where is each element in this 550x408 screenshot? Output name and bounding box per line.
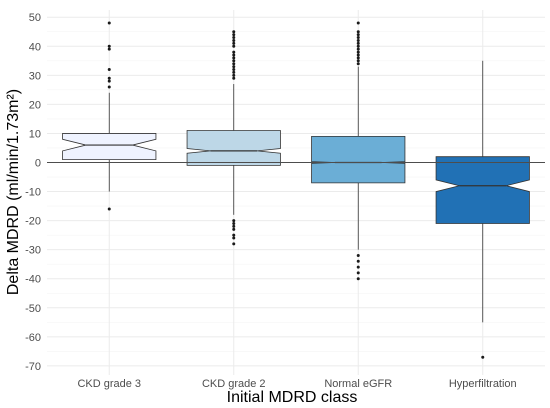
outlier-point: [356, 41, 360, 45]
box-group: [435, 60, 530, 359]
y-tick-label: -60: [25, 332, 41, 344]
x-tick-label: Normal eGFR: [324, 378, 392, 390]
outlier-point: [232, 62, 236, 66]
outlier-point: [356, 53, 360, 57]
outlier-point: [232, 224, 236, 228]
y-tick-label: 10: [29, 128, 41, 140]
y-tick-label: 40: [29, 41, 41, 53]
outlier-point: [232, 50, 236, 54]
y-tick-label: -20: [25, 216, 41, 228]
outlier-point: [232, 44, 236, 48]
y-tick-label: -50: [25, 303, 41, 315]
outlier-point: [232, 236, 236, 240]
outlier-point: [232, 59, 236, 63]
x-tick-label: CKD grade 3: [77, 378, 141, 390]
outlier-point: [232, 227, 236, 231]
outlier-point: [232, 70, 236, 74]
box-body: [62, 133, 157, 160]
outlier-point: [232, 68, 236, 72]
outlier-point: [232, 222, 236, 226]
outlier-point: [232, 33, 236, 37]
outlier-point: [232, 38, 236, 42]
outlier-point: [107, 76, 111, 80]
outlier-point: [356, 30, 360, 34]
outlier-point: [356, 271, 360, 275]
outlier-point: [356, 56, 360, 60]
x-tick-label: CKD grade 2: [202, 378, 266, 390]
outlier-point: [356, 62, 360, 66]
box-group: [311, 21, 406, 281]
outlier-point: [107, 85, 111, 89]
y-tick-label: -30: [25, 245, 41, 257]
outlier-point: [107, 79, 111, 83]
box-body: [435, 156, 530, 224]
outlier-point: [107, 21, 111, 25]
outlier-point: [232, 30, 236, 34]
outlier-point: [232, 36, 236, 40]
outlier-point: [356, 277, 360, 281]
outlier-point: [356, 47, 360, 51]
outlier-point: [356, 38, 360, 42]
outlier-point: [107, 44, 111, 48]
x-tick-label: Hyperfiltration: [449, 378, 517, 390]
outlier-point: [356, 253, 360, 257]
y-axis-tick-labels: 50 40 30 20 10 0 -10 -20 -30 -40 -50 -60 -70: [25, 12, 41, 373]
outlier-point: [232, 53, 236, 57]
outlier-point: [356, 50, 360, 54]
outlier-point: [232, 56, 236, 60]
outlier-point: [356, 36, 360, 40]
y-tick-label: 50: [29, 12, 41, 24]
y-tick-label: 30: [29, 70, 41, 82]
y-tick-label: -10: [25, 187, 41, 199]
y-tick-label: 0: [35, 158, 41, 170]
outlier-point: [232, 76, 236, 80]
box-body: [311, 135, 406, 184]
outlier-point: [356, 44, 360, 48]
outlier-point: [481, 355, 485, 359]
outlier-point: [356, 265, 360, 269]
outlier-point: [107, 47, 111, 51]
y-tick-label: -40: [25, 274, 41, 286]
outlier-point: [232, 242, 236, 246]
outlier-point: [232, 219, 236, 223]
outlier-point: [232, 41, 236, 45]
box-group: [186, 30, 281, 246]
outlier-point: [107, 207, 111, 211]
outlier-point: [232, 233, 236, 237]
outlier-point: [107, 68, 111, 72]
outlier-point: [356, 21, 360, 25]
outlier-point: [356, 259, 360, 263]
outlier-point: [232, 73, 236, 77]
y-tick-label: -70: [25, 361, 41, 373]
box-group: [62, 21, 157, 211]
box-body: [186, 130, 281, 166]
outlier-point: [356, 33, 360, 37]
y-tick-label: 20: [29, 99, 41, 111]
boxes-layer: [62, 21, 530, 359]
x-axis-tick-labels: CKD grade 3 CKD grade 2 Normal eGFR Hyperfi…: [77, 378, 516, 390]
y-axis-title: Delta MDRD (ml/min/1.73m²): [5, 89, 22, 295]
outlier-point: [232, 65, 236, 69]
x-axis-title: Initial MDRD class: [227, 389, 358, 406]
outlier-point: [356, 59, 360, 63]
